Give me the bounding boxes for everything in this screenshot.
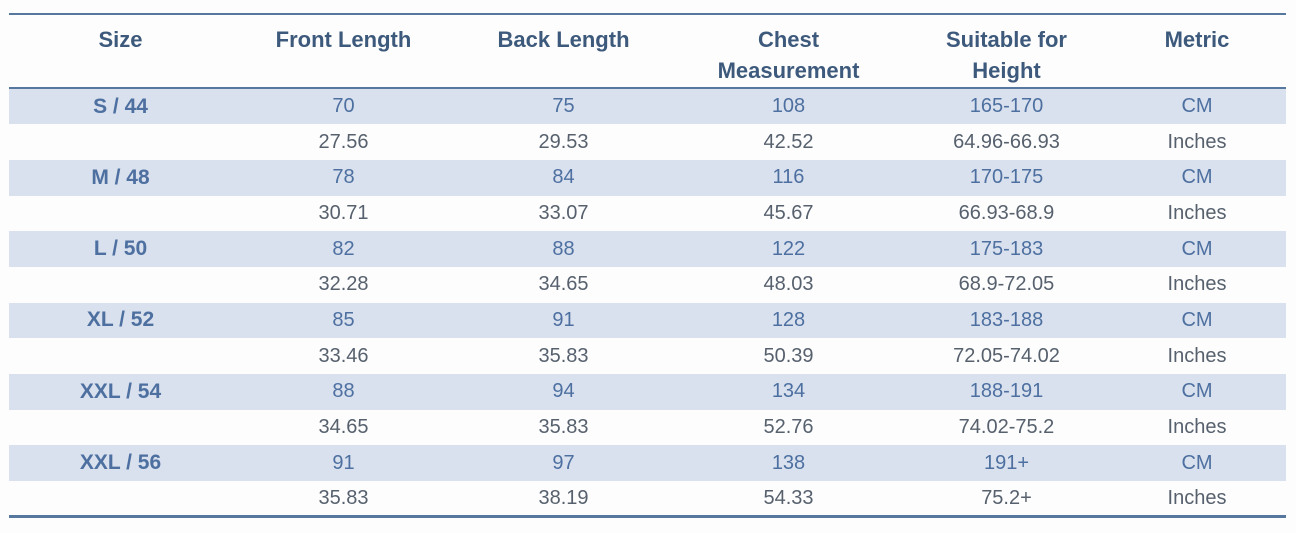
table-row: 33.46 35.83 50.39 72.05-74.02 Inches [9,338,1286,374]
table-row: M / 48 78 84 116 170-175 CM [9,159,1286,196]
cell-front-length: 91 [332,451,355,474]
header-cell-size: Size [9,14,232,90]
cell-front-length: 34.65 [318,416,369,438]
cell-suitable-for-height: 68.9-72.05 [958,273,1055,296]
cell-suitable-for-height: 64.96-66.93 [953,130,1060,153]
cell-metric: CM [1181,380,1213,403]
cell-front-length: 27.56 [318,130,369,153]
cell-chest-measurement: 48.03 [763,273,814,296]
cell-front-length: 82 [332,237,355,260]
cell-back-length: 84 [552,166,575,189]
table-row: L / 50 82 88 122 175-183 CM [9,231,1286,267]
cell-metric: Inches [1167,416,1227,438]
cell-front-length: 78 [332,166,355,189]
cell-metric: CM [1181,95,1213,118]
cell-suitable-for-height: 75.2+ [981,486,1032,509]
table-row: S / 44 70 75 108 165-170 CM [9,88,1286,125]
table-row: 34.65 35.83 52.76 74.02-75.2 Inches [9,410,1286,446]
header-cell-chest-measurement: Chest Measurement [672,14,905,90]
cell-chest-measurement: 122 [771,237,806,260]
cell-suitable-for-height: 175-183 [969,237,1044,260]
header-cell-suitable-for-height: Suitable for Height [905,14,1108,90]
cell-size: XL / 52 [86,308,155,332]
cell-chest-measurement: 116 [772,166,805,189]
table-row: 27.56 29.53 42.52 64.96-66.93 Inches [9,124,1286,160]
cell-chest-measurement: 128 [771,308,806,331]
cell-back-length: 88 [552,237,575,260]
cell-back-length: 33.07 [538,201,589,224]
header-cell-front-length: Front Length [232,14,455,90]
cell-size: S / 44 [93,94,148,118]
cell-chest-measurement: 138 [771,451,806,474]
table-row: 30.71 33.07 45.67 66.93-68.9 Inches [9,196,1286,232]
cell-size [9,267,232,303]
cell-front-length: 30.71 [318,201,369,224]
cell-back-length: 35.83 [538,416,589,438]
table-row: XL / 52 85 91 128 183-188 CM [9,302,1286,339]
cell-size [9,338,232,374]
header-cell-metric: Metric [1108,14,1286,90]
header-cell-back-length: Back Length [455,14,672,90]
cell-metric: Inches [1167,273,1227,296]
cell-suitable-for-height: 72.05-74.02 [953,344,1060,367]
cell-chest-measurement: 45.67 [763,201,814,224]
cell-suitable-for-height: 170-175 [969,166,1044,189]
cell-suitable-for-height: 165-170 [969,95,1044,118]
cell-metric: Inches [1167,130,1227,153]
cell-back-length: 29.53 [538,130,589,153]
cell-front-length: 35.83 [318,486,369,509]
cell-front-length: 85 [332,308,355,331]
cell-front-length: 32.28 [318,273,369,296]
cell-back-length: 75 [552,95,575,118]
table-body: S / 44 70 75 108 165-170 CM 27.56 29.53 42.52 64.… [9,88,1286,516]
cell-metric: CM [1181,308,1213,331]
cell-front-length: 70 [332,95,355,118]
cell-metric: CM [1181,166,1213,189]
table-row: XXL / 56 91 97 138 191+ CM [9,445,1286,482]
cell-size [9,481,232,517]
cell-back-length: 91 [552,308,575,331]
cell-chest-measurement: 42.52 [763,130,814,153]
cell-suitable-for-height: 191+ [983,451,1030,474]
cell-size: M / 48 [91,165,150,189]
cell-back-length: 35.83 [538,344,589,367]
cell-size: XXL / 56 [79,451,162,475]
cell-size [9,196,232,232]
cell-front-length: 88 [332,380,355,403]
table-header: Size Front Length Back Length Chest Measure… [9,14,1286,90]
cell-back-length: 94 [552,380,575,403]
cell-back-length: 38.19 [538,486,589,509]
cell-suitable-for-height: 66.93-68.9 [958,201,1055,224]
table-row: 32.28 34.65 48.03 68.9-72.05 Inches [9,267,1286,303]
cell-metric: CM [1181,237,1213,260]
cell-size [9,124,232,160]
cell-suitable-for-height: 74.02-75.2 [958,416,1055,438]
cell-metric: CM [1181,451,1213,474]
cell-back-length: 97 [552,451,575,474]
cell-chest-measurement: 134 [771,380,806,403]
cell-suitable-for-height: 188-191 [969,380,1044,403]
header-row: Size Front Length Back Length Chest Measure… [9,14,1286,90]
table-row: XXL / 54 88 94 134 188-191 CM [9,373,1286,410]
cell-chest-measurement: 50.39 [763,344,814,367]
cell-chest-measurement: 52.76 [763,416,814,438]
cell-metric: Inches [1167,201,1227,224]
cell-metric: Inches [1167,486,1227,509]
cell-chest-measurement: 108 [771,95,806,118]
cell-front-length: 33.46 [318,344,369,367]
table-row: 35.83 38.19 54.33 75.2+ Inches [9,481,1286,517]
cell-suitable-for-height: 183-188 [969,308,1044,331]
cell-size: XXL / 54 [79,379,162,403]
cell-back-length: 34.65 [538,273,589,296]
cell-metric: Inches [1167,344,1227,367]
size-chart-table: Size Front Length Back Length Chest Measure… [9,13,1286,519]
cell-size [9,410,232,446]
cell-chest-measurement: 54.33 [763,486,814,509]
cell-size: L / 50 [93,237,148,261]
